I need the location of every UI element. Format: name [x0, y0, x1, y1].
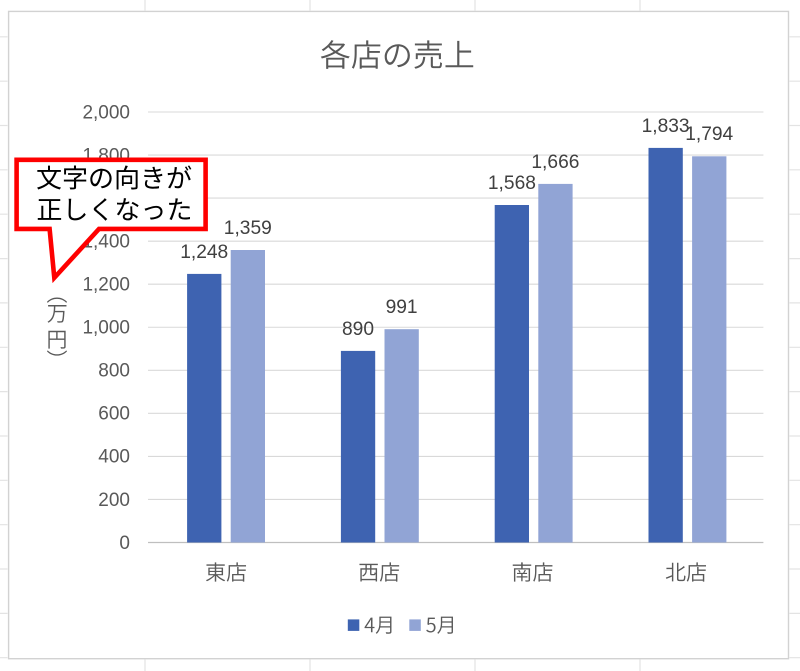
svg-text:1,200: 1,200	[82, 275, 130, 296]
svg-text:1,666: 1,666	[531, 152, 579, 173]
svg-text:1,359: 1,359	[224, 218, 272, 239]
svg-text:1,248: 1,248	[180, 242, 228, 263]
svg-text:600: 600	[98, 404, 130, 425]
svg-text:991: 991	[386, 297, 418, 318]
svg-text:200: 200	[98, 490, 130, 511]
svg-text:1,833: 1,833	[642, 116, 690, 137]
svg-text:800: 800	[98, 361, 130, 382]
svg-text:1,794: 1,794	[685, 124, 733, 145]
svg-text:890: 890	[342, 319, 374, 340]
svg-text:400: 400	[98, 447, 130, 468]
svg-text:1,000: 1,000	[82, 318, 130, 339]
svg-text:2,000: 2,000	[82, 102, 130, 123]
svg-text:0: 0	[119, 533, 130, 554]
svg-text:1,568: 1,568	[488, 173, 536, 194]
